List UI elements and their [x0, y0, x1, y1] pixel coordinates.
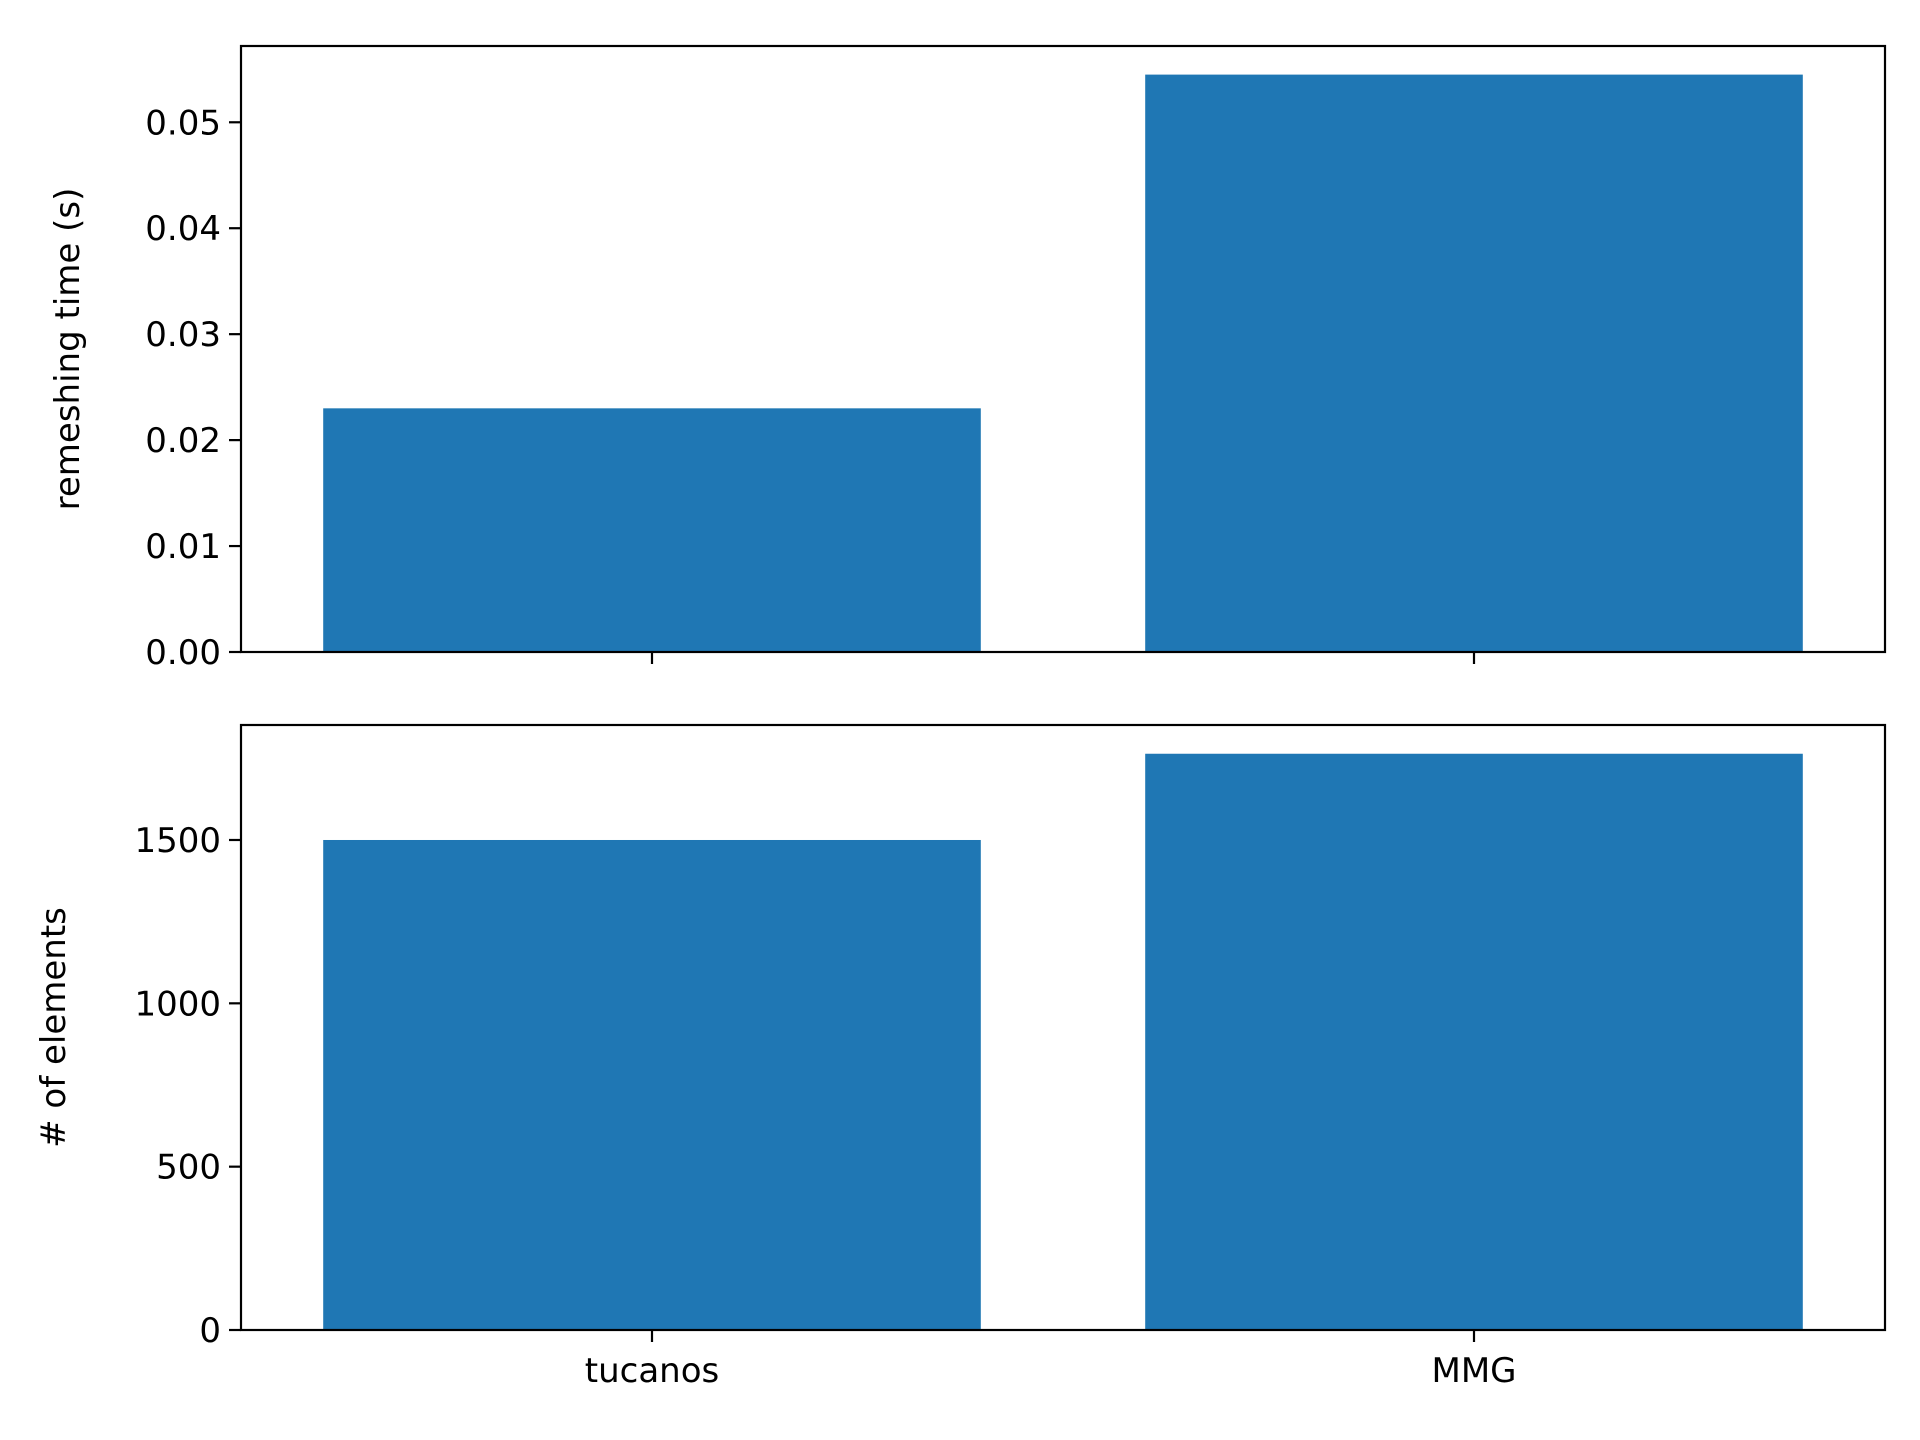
element-count-y-tick-label: 1000: [134, 984, 221, 1024]
element-count-panel: 0 500 1000 1500 tucanos MMG # of elements: [34, 723, 1887, 1391]
element-count-axes-frame: [239, 723, 1887, 1332]
element-count-bar-mmg: [1145, 753, 1803, 1330]
remeshing-time-bar-tucanos: [323, 408, 981, 652]
remeshing-time-x-ticks: [650, 652, 1476, 664]
element-count-x-tick-label-mmg: MMG: [1431, 1351, 1516, 1391]
remeshing-time-bars: [323, 74, 1803, 652]
element-count-y-tick-label: 500: [156, 1148, 221, 1188]
remeshing-time-y-tick-label: 0.05: [145, 103, 221, 143]
remeshing-time-y-tick-label: 0.02: [145, 421, 221, 461]
remeshing-time-bar-mmg: [1145, 74, 1803, 652]
remeshing-time-axes-frame: [239, 44, 1887, 654]
element-count-y-tick-label: 1500: [134, 821, 221, 861]
remeshing-time-y-tick-label: 0.03: [145, 315, 221, 355]
remeshing-time-y-ticks: 0.00 0.01 0.02 0.03 0.04 0.05: [145, 103, 241, 673]
remeshing-time-y-tick-label: 0.04: [145, 209, 221, 249]
remeshing-time-y-tick-label: 0.01: [145, 527, 221, 567]
remeshing-time-y-axis-label: remeshing time (s): [48, 188, 88, 511]
element-count-y-tick-label: 0: [199, 1311, 221, 1351]
element-count-x-ticks: tucanos MMG: [585, 1330, 1517, 1391]
element-count-bars: [323, 753, 1803, 1330]
element-count-x-tick-label-tucanos: tucanos: [585, 1351, 719, 1391]
element-count-bar-tucanos: [323, 839, 981, 1330]
element-count-y-ticks: 0 500 1000 1500: [134, 821, 241, 1351]
element-count-y-axis-label: # of elements: [34, 907, 74, 1148]
remeshing-time-y-tick-label: 0.00: [145, 633, 221, 673]
remeshing-time-panel: 0.00 0.01 0.02 0.03 0.04 0.05 remeshing time …: [48, 44, 1887, 673]
